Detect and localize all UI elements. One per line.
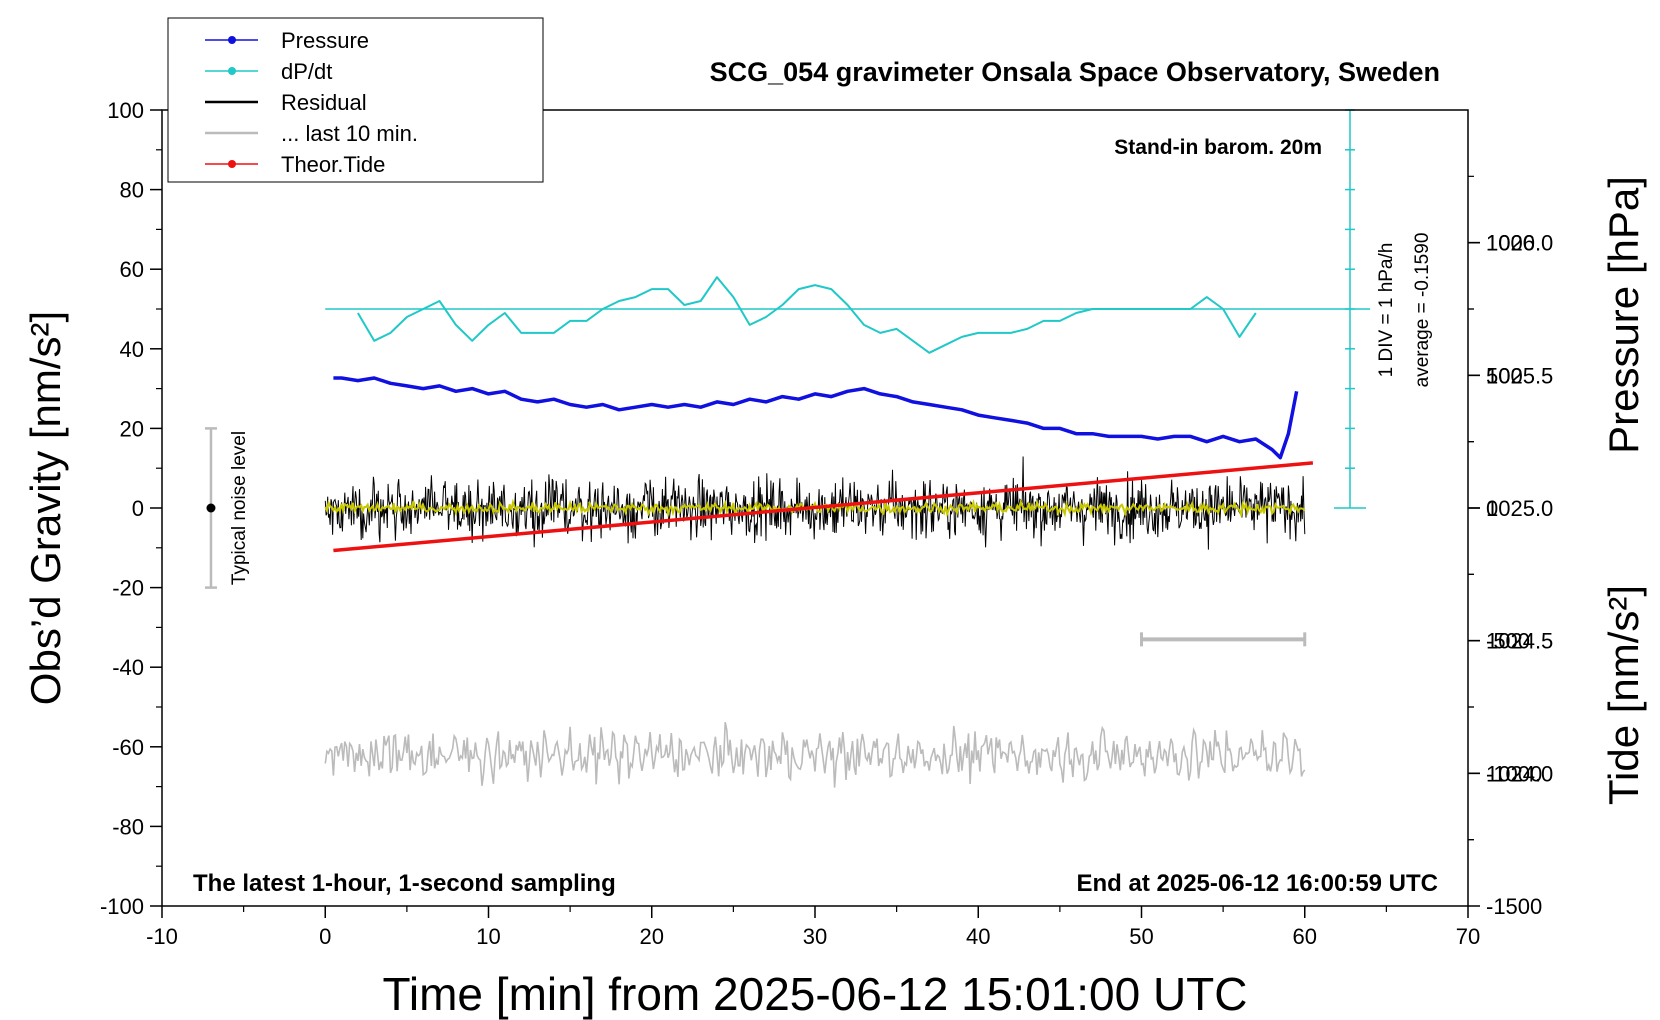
axes-layer: -10 0 10 20 30 40 50 60 70-100-80-60-40-20020406… (100, 98, 1553, 949)
y-tick-label: -80 (112, 814, 144, 839)
x-tick-label: -10 (146, 924, 178, 949)
series-dpdt (357, 276, 1257, 354)
noise-center-dot (206, 503, 216, 513)
series-pressure (333, 376, 1299, 460)
x-tick-label: 70 (1456, 924, 1480, 949)
legend-label: ... last 10 min. (281, 121, 418, 146)
x-axis-label: Time [min] from 2025-06-12 15:01:00 UTC (383, 968, 1248, 1020)
series-last-10-min (324, 721, 1306, 788)
series-residual-smoothed (324, 498, 1306, 519)
tide-tick-label: -1500 (1486, 894, 1542, 919)
y-tick-label: 20 (120, 416, 144, 441)
pressure-tick-label: 1025.5 (1486, 363, 1553, 388)
pressure-tick-label: 1024.0 (1486, 761, 1553, 786)
legend-label: Residual (281, 90, 367, 115)
y-tick-label: -40 (112, 655, 144, 680)
legend-marker (228, 36, 236, 44)
barometer-annotation: Stand-in barom. 20m (1114, 136, 1322, 159)
x-tick-label: 30 (803, 924, 827, 949)
end-time-annotation: End at 2025-06-12 16:00:59 UTC (1077, 870, 1439, 897)
average-annotation: average = -0.1590 (1412, 233, 1433, 388)
y-tick-label: -20 (112, 576, 144, 601)
tide-tick-label: -500 (1486, 629, 1530, 654)
y-tick-label: -60 (112, 735, 144, 760)
legend-box (167, 17, 544, 183)
y-tick-label: 0 (132, 496, 144, 521)
y-tick-label: 60 (120, 257, 144, 282)
scale-annotation: 1 DIV = 1 hPa/h (1376, 243, 1397, 378)
x-tick-label: 20 (640, 924, 664, 949)
pressure-tick-label: 1024.5 (1486, 629, 1553, 654)
legend-label: Theor.Tide (281, 152, 385, 177)
x-tick-label: 40 (966, 924, 990, 949)
series-theor-tide (333, 461, 1314, 553)
tide-tick-label: 500 (1486, 363, 1523, 388)
y-axis-label-pressure: Pressure [hPa] (1600, 176, 1647, 454)
y-tick-label: -100 (100, 894, 144, 919)
legend-label: Pressure (281, 28, 369, 53)
y-axis-label-left: Obs’d Gravity [nm/s²] (22, 311, 69, 705)
pressure-tick-label: 1025.0 (1486, 496, 1553, 521)
series-residual (324, 456, 1306, 550)
sampling-annotation: The latest 1-hour, 1-second sampling (193, 870, 616, 897)
chart-title: SCG_054 gravimeter Onsala Space Observat… (710, 57, 1440, 87)
legend-marker (228, 160, 236, 168)
legend: Pressure dP/dt Residual ... last 10 min. The… (167, 17, 544, 183)
x-tick-label: 10 (476, 924, 500, 949)
x-tick-label: 0 (319, 924, 331, 949)
y-tick-label: 100 (107, 98, 144, 123)
y-axis-label-tide: Tide [nm/s²] (1600, 585, 1647, 805)
series-layer (204, 109, 1371, 788)
tide-tick-label: -1000 (1486, 761, 1542, 786)
noise-annotation: Typical noise level (229, 431, 250, 585)
legend-label: dP/dt (281, 59, 332, 84)
tide-tick-label: 1000 (1486, 231, 1535, 256)
y-tick-label: 40 (120, 337, 144, 362)
x-tick-label: 50 (1129, 924, 1153, 949)
y-tick-label: 80 (120, 178, 144, 203)
x-tick-label: 60 (1293, 924, 1317, 949)
pressure-tick-label: 1026.0 (1486, 231, 1553, 256)
legend-marker (228, 67, 236, 75)
tide-tick-label: 0 (1486, 496, 1498, 521)
